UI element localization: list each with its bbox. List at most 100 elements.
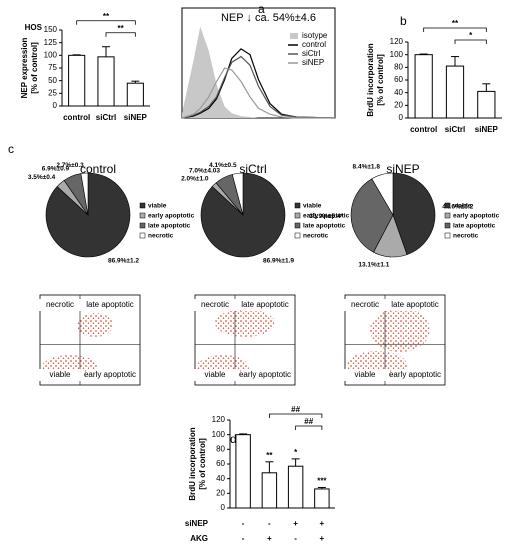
table-cell: +: [293, 519, 298, 528]
quadrant-label: viable: [50, 370, 71, 379]
pie-value-label: 3.5%±0.4: [28, 174, 56, 181]
pie-value-label: 33.9%±5.4*: [309, 213, 343, 220]
chart-title: siNEP: [386, 162, 419, 176]
y-axis-label-line: [% of control]: [30, 42, 39, 94]
quadrant-label: early apoptotic: [84, 370, 136, 379]
y-tick-label: 0: [53, 101, 58, 110]
x-tick-label: siCtrl: [96, 113, 116, 122]
y-tick-label: 100: [212, 430, 226, 439]
legend-label: control: [302, 40, 326, 49]
x-tick-label: siCtrl: [445, 125, 465, 134]
quadrant-label-bg: [86, 369, 134, 381]
quadrant-label: viable: [205, 370, 226, 379]
significance-label: **: [452, 19, 459, 28]
legend-label: necrotic: [303, 233, 329, 240]
y-tick-label: 50: [48, 76, 57, 85]
pie-slice: [371, 172, 394, 217]
quadrant-label-bg: [391, 299, 439, 311]
significance-label: ##: [291, 405, 300, 414]
quadrant-label-bg: [391, 369, 439, 381]
significance-bracket: [295, 425, 323, 430]
pie-slice: [392, 172, 436, 255]
quadrant-label: necrotic: [46, 300, 74, 309]
legend-label: necrotic: [148, 233, 174, 240]
legend-label: siCtrl: [302, 49, 320, 58]
bar: [314, 488, 330, 509]
bar: [477, 90, 496, 119]
pie-value-label: 4.1%±0.5: [209, 162, 237, 169]
quadrant-label: late apoptotic: [391, 300, 439, 309]
significance-bracket: [423, 27, 487, 33]
y-tick-label: 20: [216, 488, 225, 497]
panel-label: c: [8, 142, 14, 156]
legend-swatch: [294, 232, 301, 239]
significance-label: ##: [304, 417, 313, 426]
bar: [261, 472, 278, 509]
quadrant-label: necrotic: [351, 300, 379, 309]
quadrant-label-bg: [36, 299, 84, 311]
legend-swatch: [444, 212, 451, 219]
chart-title: siCtrl: [239, 162, 266, 176]
y-tick-label: 0: [221, 503, 226, 512]
bar: [126, 82, 144, 107]
table-row-label: AKG: [190, 534, 208, 543]
quadrant-label-bg: [241, 369, 289, 381]
significance-label: **: [103, 12, 110, 21]
significance-label: **: [266, 451, 273, 460]
y-tick-label: 120: [212, 415, 226, 424]
pie-value-label: 86.9%±1.2: [108, 258, 139, 265]
y-tick-label: 100: [44, 50, 58, 59]
quadrant-label-bg: [191, 369, 239, 381]
x-tick-label: siNEP: [124, 113, 148, 122]
legend-swatch: [139, 212, 146, 219]
chart-title: NEP ↓ ca. 54%±4.6: [221, 12, 316, 24]
significance-bracket: [105, 32, 136, 37]
pie-slice: [80, 172, 89, 216]
significance-label: **: [118, 24, 125, 33]
bar: [235, 434, 251, 509]
quadrant-label-bg: [341, 369, 389, 381]
y-tick-label: 80: [394, 62, 403, 71]
pie-slice: [231, 172, 244, 216]
legend-swatch: [294, 202, 301, 209]
y-axis-label-line: [% of control]: [198, 438, 207, 490]
histogram-line: [181, 67, 335, 119]
x-tick-label: control: [410, 125, 437, 134]
y-tick-label: 120: [390, 37, 404, 46]
quadrant-label: early apoptotic: [239, 370, 291, 379]
legend-label: isotype: [302, 31, 328, 40]
significance-label: *: [294, 448, 298, 457]
y-tick-label: 20: [394, 100, 403, 109]
histogram-line: [181, 48, 336, 119]
y-tick-label: 40: [216, 474, 225, 483]
y-tick-label: 150: [44, 25, 58, 34]
y-tick-label: 60: [216, 459, 225, 468]
table-cell: -: [242, 534, 245, 543]
table-row-label: siNEP: [185, 519, 209, 528]
bar: [68, 54, 86, 107]
y-tick-label: 125: [44, 38, 58, 47]
legend-swatch: [139, 222, 146, 229]
legend-label: early apoptotic: [453, 213, 500, 220]
significance-label: *: [469, 31, 473, 40]
quadrant-label-bg: [241, 299, 289, 311]
y-axis-label-line: BrdU incorporation: [366, 43, 375, 116]
x-tick-label: control: [63, 113, 90, 122]
bar: [445, 65, 465, 119]
panel-label: a: [258, 2, 265, 16]
legend-swatch: [294, 212, 301, 219]
event-cloud: [77, 313, 113, 337]
y-tick-label: 25: [48, 88, 57, 97]
histogram-line: [181, 55, 336, 119]
quadrant-label: late apoptotic: [86, 300, 134, 309]
table-cell: +: [267, 534, 272, 543]
table-cell: +: [320, 519, 325, 528]
legend-label: viable: [303, 203, 322, 210]
significance-bracket: [454, 39, 487, 45]
pie-value-label: 2.0%±1.0: [181, 175, 209, 182]
bar: [97, 56, 115, 107]
legend-label: necrotic: [453, 233, 479, 240]
legend-label: viable: [148, 203, 167, 210]
y-axis-label: BrdU incorporation[% of control]: [366, 43, 385, 116]
x-tick-label: siNEP: [475, 125, 499, 134]
